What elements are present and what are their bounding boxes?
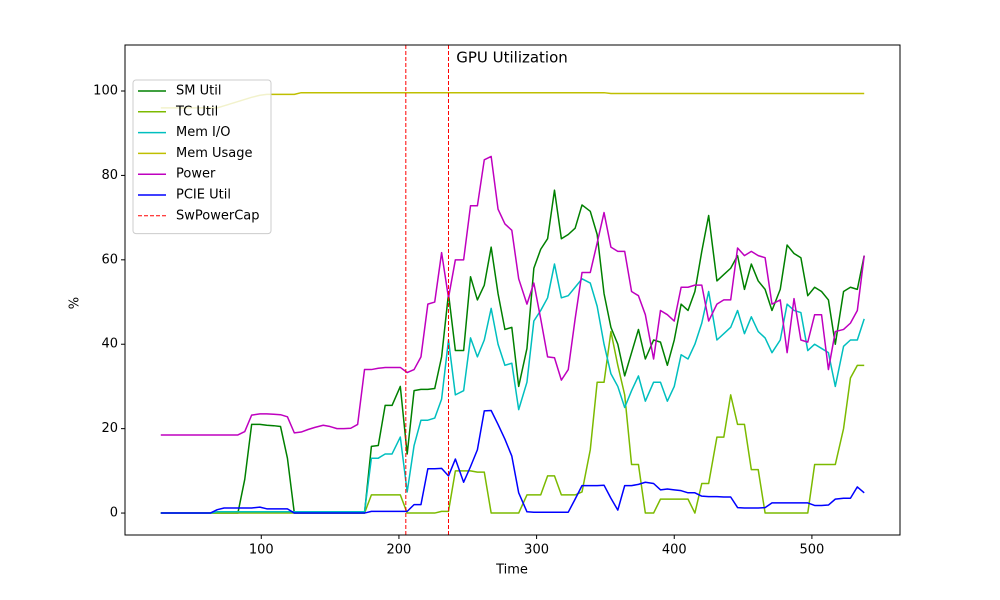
series-line <box>160 189 865 514</box>
y-tick-label: 20 <box>101 421 118 436</box>
x-tick-label: 200 <box>387 543 412 558</box>
x-tick-label: 300 <box>524 543 549 558</box>
axes-frame <box>124 44 901 536</box>
series-line <box>160 91 865 109</box>
legend-label: SwPowerCap <box>176 208 259 223</box>
x-tick-label: 100 <box>249 543 274 558</box>
legend-label: Mem Usage <box>176 146 253 161</box>
y-tick-label: 100 <box>93 84 118 99</box>
y-tick-label: 60 <box>101 252 118 267</box>
chart-title: GPU Utilization <box>456 49 568 67</box>
series-line <box>160 263 865 514</box>
y-tick-label: 40 <box>101 337 118 352</box>
legend-label: SM Util <box>176 84 221 99</box>
series-line <box>160 330 865 514</box>
legend-label: TC Util <box>175 104 218 119</box>
legend-label: Mem I/O <box>176 125 230 140</box>
x-tick-label: 400 <box>662 543 687 558</box>
x-tick-label: 500 <box>799 543 824 558</box>
legend-label: PCIE Util <box>176 188 231 203</box>
x-axis-label: Time <box>495 563 528 578</box>
series-line <box>160 409 865 514</box>
y-tick-label: 80 <box>101 168 118 183</box>
legend-label: Power <box>176 167 216 182</box>
legend-box <box>132 79 272 235</box>
y-tick-label: 0 <box>110 506 118 521</box>
y-axis-label: % <box>68 297 83 309</box>
series-line <box>160 155 865 436</box>
